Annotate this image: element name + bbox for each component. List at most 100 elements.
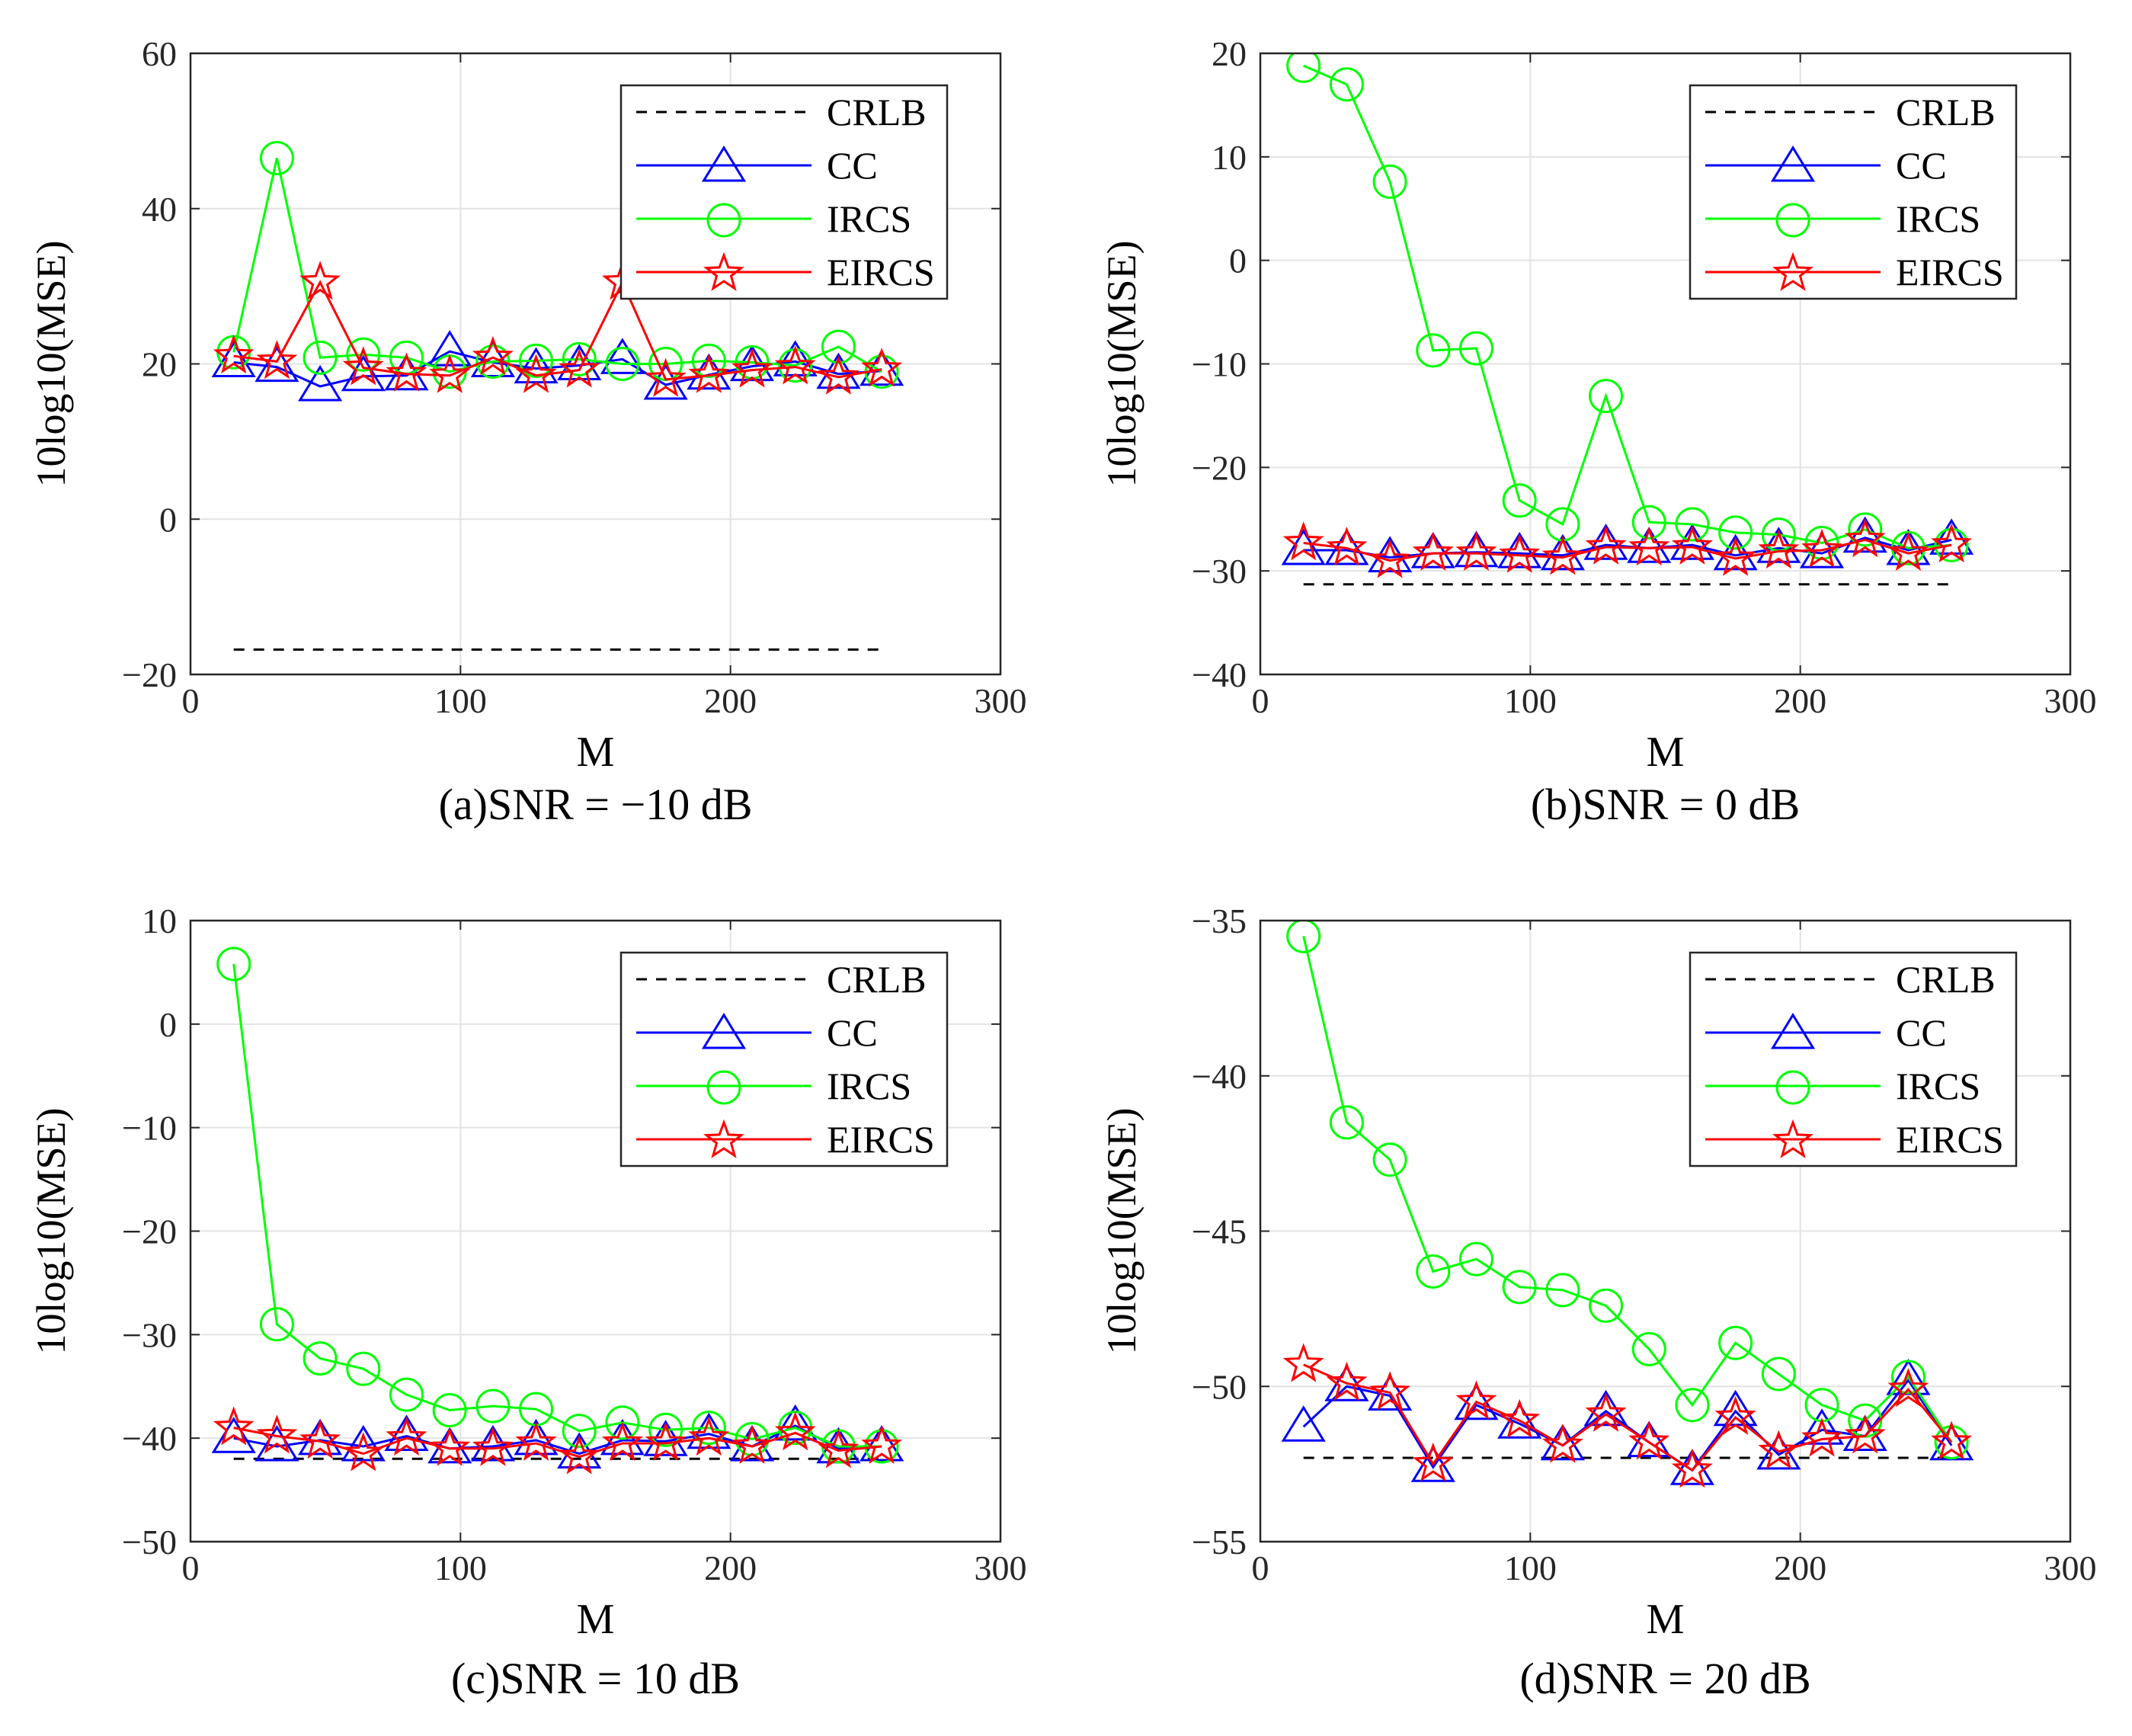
legend: CRLB CC IRCS EIRCS [1689,951,2018,1167]
data-point-eircs [1455,531,1497,572]
x-tick-label: 200 [704,1549,757,1587]
data-point-cc [470,341,515,377]
panel-caption: (c)SNR = 10 dB [451,1654,740,1703]
y-tick-label: 0 [1229,242,1247,280]
y-tick-label: −55 [1192,1523,1247,1561]
data-point-eircs [1758,530,1800,569]
x-tick-label: 100 [1504,681,1557,720]
y-tick-label: 0 [159,500,177,539]
legend-box [619,84,949,300]
data-point-ircs [475,1388,511,1424]
data-point-eircs [1282,1343,1324,1382]
legend-marker-cc [701,1012,747,1049]
data-layer [1281,921,1974,1488]
data-point-eircs [213,1406,254,1446]
data-point-cc [1799,1408,1845,1445]
data-point-eircs [1282,521,1324,561]
x-tick-label: 0 [1252,681,1269,720]
data-point-eircs [1628,526,1670,566]
legend-marker-ircs [706,1070,741,1105]
data-point-eircs [818,355,860,395]
data-point-eircs [1714,536,1756,576]
data-point-ircs [1848,512,1883,547]
data-point-eircs [1455,1380,1497,1420]
x-tick-label: 100 [434,1549,487,1587]
data-point-eircs [1758,1430,1800,1469]
x-tick-label: 200 [704,681,757,720]
y-axis-label: 10log10(MSE) [1099,241,1144,488]
data-point-ircs [605,347,640,381]
x-tick-label: 300 [2044,681,2097,720]
data-point-ircs [303,340,338,375]
data-point-ircs [691,343,726,378]
data-point-ircs [648,1412,683,1447]
legend-label-eircs: EIRCS [827,1118,935,1161]
data-point-ircs [1589,379,1624,414]
legend-marker-eircs [703,1119,744,1158]
data-point-cc [1627,1421,1672,1458]
data-point-cc [860,1424,904,1462]
data-point-eircs [1844,1414,1886,1454]
data-point-ircs [519,343,554,378]
data-point-cc [1410,532,1455,569]
data-point-cc [643,363,688,400]
data-point-ircs [216,946,251,982]
y-tick-label: −50 [1192,1367,1247,1406]
data-point-eircs [429,1427,471,1466]
y-axis-label: 10log10(MSE) [28,1108,74,1355]
data-point-eircs [1326,1361,1368,1401]
data-point-ircs [1718,515,1753,550]
data-point-eircs [515,1421,557,1461]
legend-box [1689,84,2018,300]
data-point-eircs [645,357,687,397]
y-tick-label: −10 [122,1109,177,1148]
y-tick-label: −20 [1192,448,1247,487]
data-point-ircs [1416,333,1451,368]
data-point-ircs [1502,1270,1537,1305]
y-tick-label: 40 [142,190,177,229]
y-tick-label: 10 [1212,138,1247,177]
panel-caption: (d)SNR = 20 dB [1519,1654,1810,1703]
chart-panel-1: 0 100 200 300−200204060M10log10(MSE)(a)SNR … [28,34,1027,829]
x-axis-label: M [1647,1596,1685,1643]
data-point-ircs [1329,1105,1364,1140]
legend-marker-cc [1770,1012,1816,1049]
x-tick-label: 100 [434,681,487,720]
data-point-cc [1281,1405,1326,1442]
series-line-eircs [233,1427,882,1459]
y-tick-label: 0 [159,1005,177,1044]
legend-label-cc: CC [1896,144,1947,187]
data-point-cc [1627,527,1672,563]
data-point-eircs [386,352,427,392]
data-point-cc [557,344,602,380]
data-point-ircs [432,1392,467,1427]
legend-marker-eircs [1772,1119,1813,1158]
x-tick-label: 300 [2044,1549,2097,1587]
y-tick-label: −45 [1192,1212,1247,1251]
legend-marker-cc [1770,145,1816,182]
legend-label-ircs: IRCS [1896,1065,1980,1107]
x-tick-label: 100 [1504,1549,1557,1587]
x-tick-label: 0 [1252,1549,1269,1587]
y-axis-label: 10log10(MSE) [1099,1108,1144,1355]
data-point-ircs [1329,67,1364,102]
y-tick-label: −40 [122,1419,177,1458]
data-point-eircs [429,354,471,393]
legend-marker-ircs [1775,1070,1810,1105]
data-point-ircs [346,1351,381,1386]
data-point-ircs [1675,507,1710,542]
y-tick-label: 60 [142,34,177,73]
data-point-eircs [1931,1421,1973,1460]
data-point-eircs [1499,1398,1541,1439]
data-point-eircs [774,345,816,385]
panel-caption: (a)SNR = −10 dB [439,780,753,829]
y-tick-label: 20 [142,345,177,384]
panel-caption: (b)SNR = 0 dB [1531,780,1800,829]
data-point-eircs [1671,1448,1713,1488]
legend-marker-ircs [1775,203,1810,238]
y-tick-label: 10 [142,902,177,940]
data-point-ircs [821,329,856,364]
data-point-eircs [1887,1367,1929,1408]
data-point-eircs [515,354,557,393]
data-point-eircs [299,261,341,300]
